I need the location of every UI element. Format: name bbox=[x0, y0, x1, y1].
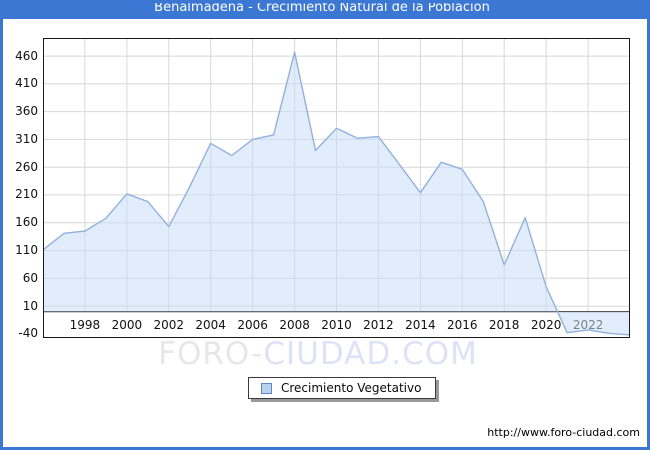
legend-label: Crecimiento Vegetativo bbox=[281, 381, 422, 395]
x-tick-label: 2000 bbox=[111, 318, 143, 332]
x-tick-label: 2016 bbox=[447, 318, 478, 332]
area-chart bbox=[43, 38, 630, 338]
x-tick-label: 2012 bbox=[363, 318, 394, 332]
y-tick-label: -40 bbox=[18, 326, 38, 341]
x-tick-label: 2006 bbox=[237, 318, 268, 332]
x-tick-label: 2010 bbox=[321, 318, 352, 332]
y-tick-label: 210 bbox=[15, 187, 38, 202]
watermark: FORO-CIUDAD.COM bbox=[158, 336, 478, 372]
y-tick-label: 60 bbox=[22, 270, 38, 285]
x-tick-label: 2004 bbox=[195, 318, 226, 332]
legend-swatch bbox=[261, 382, 272, 394]
chart-title: Benalmádena - Crecimiento Natural de la … bbox=[154, 0, 490, 15]
watermark-part1: FORO- bbox=[158, 336, 264, 372]
x-tick-label: 2002 bbox=[153, 318, 185, 332]
chart-title-bar: Benalmádena - Crecimiento Natural de la … bbox=[3, 0, 647, 19]
legend: Crecimiento Vegetativo bbox=[248, 377, 437, 399]
x-tick-label: 2008 bbox=[279, 318, 310, 332]
x-tick-label: 1998 bbox=[69, 318, 101, 332]
x-tick-label: 2018 bbox=[488, 318, 520, 332]
y-tick-label: 410 bbox=[15, 76, 38, 91]
y-tick-label: 360 bbox=[15, 104, 38, 119]
watermark-part2: CIUDAD.COM bbox=[263, 336, 478, 372]
x-tick-label: 2014 bbox=[405, 318, 436, 332]
y-tick-label: 160 bbox=[15, 215, 38, 230]
x-tick-label: 2022 bbox=[572, 318, 604, 332]
y-tick-label: 460 bbox=[15, 48, 38, 63]
footer-url[interactable]: http://www.foro-ciudad.com bbox=[487, 426, 640, 439]
y-tick-label: 110 bbox=[15, 243, 38, 257]
y-tick-label: 260 bbox=[15, 159, 38, 174]
x-tick-label: 2020 bbox=[530, 318, 562, 332]
y-tick-label: 310 bbox=[15, 131, 38, 146]
y-tick-label: 10 bbox=[22, 298, 38, 313]
